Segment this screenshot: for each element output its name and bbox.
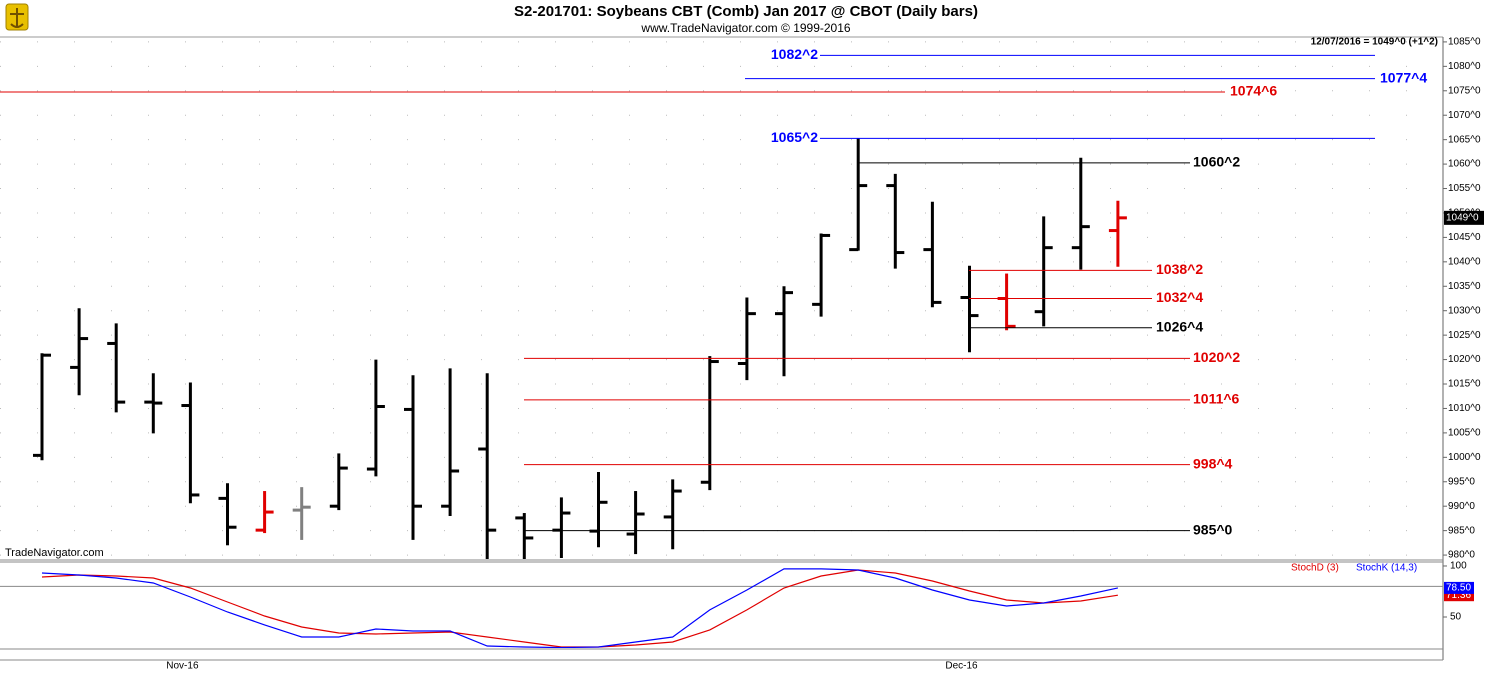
level-label: 998^4	[1193, 455, 1233, 471]
level-label: 1038^2	[1156, 261, 1203, 277]
y-tick-label: 1025^0	[1448, 330, 1481, 341]
y-tick-label: 995^0	[1448, 476, 1475, 487]
legend-entry: StochD (3)	[1291, 563, 1339, 574]
chart-title: S2-201701: Soybeans CBT (Comb) Jan 2017 …	[514, 3, 978, 20]
value-tag	[1444, 581, 1474, 594]
price-plot	[0, 41, 1443, 559]
y-tick-label: 1040^0	[1448, 256, 1481, 267]
y-tick-label: 1015^0	[1448, 379, 1481, 390]
level-label: 1082^2	[771, 46, 818, 62]
price-tag-label: 1049^0	[1446, 212, 1479, 223]
x-tick-label: Nov-16	[166, 661, 199, 672]
value-tag-label: 71.36	[1446, 590, 1471, 601]
y-tick-label: 1070^0	[1448, 110, 1481, 121]
chart-subtitle: www.TradeNavigator.com © 1999-2016	[640, 21, 850, 35]
y-tick-label: 1035^0	[1448, 281, 1481, 292]
y-tick-label: 1065^0	[1448, 134, 1481, 145]
y-tick-label: 50	[1450, 612, 1462, 623]
y-tick-label: 1030^0	[1448, 305, 1481, 316]
info-text: 12/07/2016 = 1049^0 (+1^2)	[1311, 37, 1438, 48]
level-label: 1032^4	[1156, 289, 1203, 305]
y-tick-label: 1010^0	[1448, 403, 1481, 414]
level-label: 1060^2	[1193, 154, 1240, 170]
y-tick-label: 1045^0	[1448, 232, 1481, 243]
y-tick-label: 1080^0	[1448, 61, 1481, 72]
stoch-plot	[0, 568, 1443, 648]
level-label: 1020^2	[1193, 349, 1240, 365]
y-tick-label: 100	[1450, 561, 1467, 572]
level-label: 1077^4	[1380, 69, 1427, 85]
y-tick-label: 1055^0	[1448, 183, 1481, 194]
y-tick-label: 1005^0	[1448, 428, 1481, 439]
y-tick-label: 990^0	[1448, 501, 1475, 512]
level-label: 1026^4	[1156, 319, 1203, 335]
level-label: 1011^6	[1193, 391, 1240, 407]
y-tick-label: 985^0	[1448, 525, 1475, 536]
value-tag-label: 78.50	[1446, 583, 1471, 594]
y-tick-label: 1000^0	[1448, 452, 1481, 463]
legend-entry: StochK (14,3)	[1356, 563, 1417, 574]
y-tick-label: 1060^0	[1448, 159, 1481, 170]
y-tick-label: 1085^0	[1448, 37, 1481, 48]
watermark: TradeNavigator.com	[5, 547, 104, 559]
y-tick-label: 980^0	[1448, 550, 1475, 561]
level-label: 985^0	[1193, 521, 1233, 537]
level-label: 1065^2	[771, 129, 818, 145]
y-tick-label: 1075^0	[1448, 85, 1481, 96]
stoch-line	[41, 568, 1119, 648]
x-tick-label: Dec-16	[945, 661, 978, 672]
logo	[5, 3, 29, 31]
y-tick-label: 1020^0	[1448, 354, 1481, 365]
level-label: 1074^6	[1230, 83, 1277, 99]
price-tag	[1444, 210, 1484, 225]
